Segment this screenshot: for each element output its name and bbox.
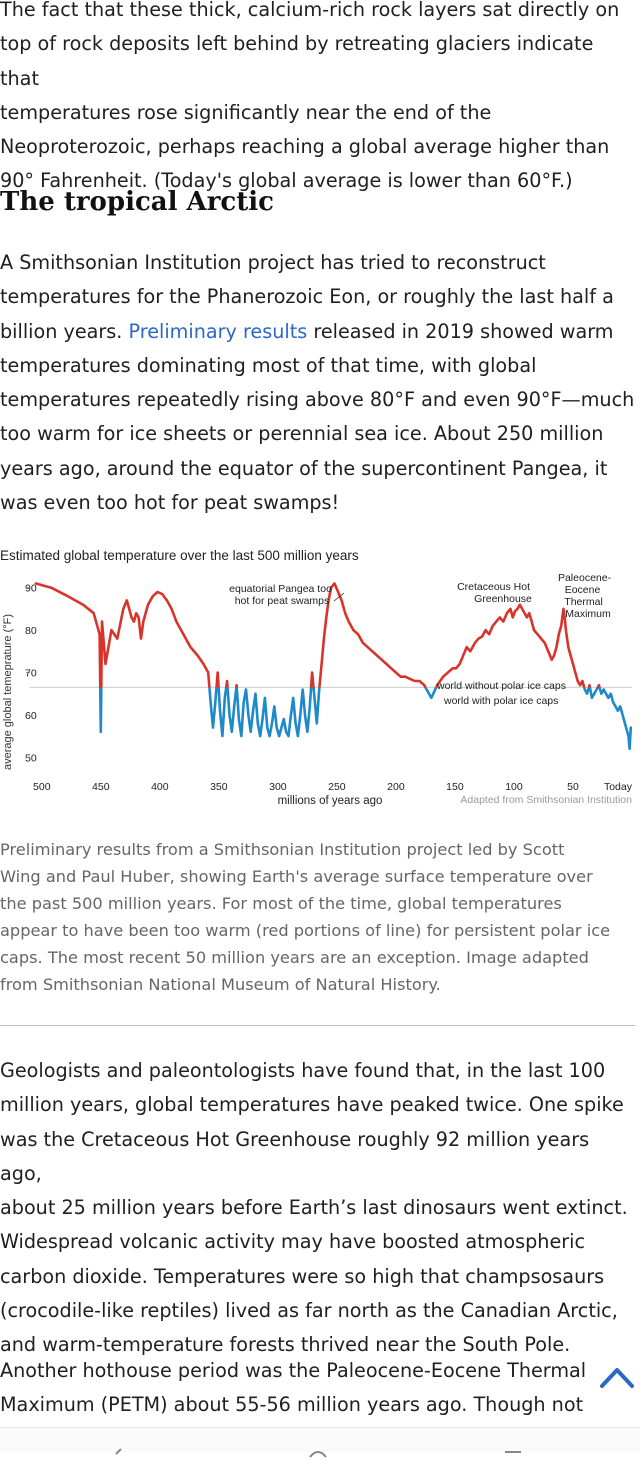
text-line: Widespread volcanic activity may have bo…	[0, 1230, 586, 1254]
preliminary-results-link[interactable]: Preliminary results	[128, 319, 308, 343]
intro-paragraph: The fact that these thick, calcium-rich …	[0, 0, 636, 199]
x-tick-label: 500	[33, 781, 51, 793]
y-tick-label: 60	[25, 710, 37, 722]
text-line: carbon dioxide. Temperatures were so hig…	[0, 1264, 605, 1288]
temperature-line	[34, 582, 633, 751]
text-line: (crocodile-like reptiles) lived as far n…	[0, 1299, 618, 1323]
text-line: temperatures for the Phanerozoic Eon, or…	[0, 285, 614, 309]
text-line: Geologists and paleontologists have foun…	[0, 1059, 606, 1082]
x-tick-label: Today	[604, 781, 633, 793]
text-line: and warm-temperature forests thrived nea…	[0, 1333, 571, 1357]
y-tick-label: 80	[25, 625, 37, 637]
text-span: billion years.	[0, 319, 129, 343]
text-line: years ago, around the equator of the sup…	[0, 456, 608, 480]
y-tick-label: 90	[25, 583, 37, 595]
y-tick-label: 50	[25, 752, 37, 764]
text-line: Another hothouse period was the Paleocen…	[0, 1359, 587, 1382]
back-icon	[115, 1448, 122, 1455]
x-tick-label: 400	[151, 781, 169, 793]
x-tick-label: 300	[269, 781, 287, 793]
pangea-pointer	[333, 592, 345, 602]
text-line: million years, global temperatures have …	[0, 1093, 624, 1117]
figure-caption: Preliminary results from a Smithsonian I…	[0, 836, 632, 998]
text-line: billion years. Preliminary results relea…	[0, 315, 636, 349]
x-tick-label: 450	[92, 781, 110, 793]
source-credit: Adapted from Smithsonian Institution	[460, 794, 632, 806]
text-line: was even too hot for peat swamps!	[0, 491, 340, 515]
recents-button[interactable]	[503, 1443, 523, 1462]
text-line: A Smithsonian Institution project has tr…	[0, 251, 546, 274]
recents-icon	[505, 1451, 521, 1453]
x-tick-label: 250	[328, 781, 346, 793]
scroll-to-top-button[interactable]	[594, 1356, 640, 1402]
x-tick-label: 150	[446, 781, 464, 793]
caption-line: Preliminary results from a Smithsonian I…	[0, 840, 565, 859]
caption-line: appear to have been too warm (red portio…	[0, 921, 611, 940]
caption-line: caps. The most recent 50 million years a…	[0, 948, 589, 967]
home-icon	[309, 1451, 327, 1458]
temperature-chart: Estimated global temperature over the la…	[0, 548, 633, 807]
back-button[interactable]	[112, 1443, 126, 1462]
caption-line: Wing and Paul Huber, showing Earth's ave…	[0, 867, 593, 886]
text-line: Neoproterozoic, perhaps reaching a globa…	[0, 135, 610, 159]
y-tick-label: 70	[25, 668, 37, 680]
x-tick-label: 100	[505, 781, 523, 793]
text-line: temperatures dominating most of that tim…	[0, 353, 537, 377]
home-button[interactable]	[308, 1443, 328, 1462]
threshold-below-label: world with polar ice caps	[443, 695, 558, 707]
text-line: about 25 million years before Earth’s la…	[0, 1196, 628, 1220]
x-axis-label: millions of years ago	[278, 795, 383, 807]
x-tick-label: 350	[210, 781, 228, 793]
x-tick-label: 200	[387, 781, 405, 793]
chevron-up-icon	[595, 1357, 639, 1401]
text-line: temperatures rose significantly near the…	[0, 100, 492, 124]
text-line: 90° Fahrenheit. (Today's global average …	[0, 169, 573, 193]
text-span: released in 2019 showed warm	[307, 319, 614, 343]
text-line: too warm for ice sheets or perennial sea…	[0, 422, 604, 446]
caption-line: the past 500 million years. For most of …	[0, 894, 562, 913]
text-line: temperatures repeatedly rising above 80°…	[0, 388, 635, 412]
text-line: The fact that these thick, calcium-rich …	[0, 0, 620, 21]
petm-annotation: Paleocene- Eocene Thermal Maximum	[558, 572, 614, 620]
body-paragraph-2: A Smithsonian Institution project has tr…	[0, 246, 636, 520]
threshold-above-label: world without polar ice caps	[436, 680, 566, 692]
system-navigation-bar	[0, 1427, 640, 1458]
cretaceous-annotation: Cretaceous Hot Greenhouse	[457, 581, 533, 605]
y-axis-label: average global temeprature (°F)	[2, 614, 14, 770]
section-heading: The tropical Arctic	[0, 187, 274, 217]
section-divider	[0, 1025, 635, 1026]
body-paragraph-3: Geologists and paleontologists have foun…	[0, 1054, 636, 1363]
chart-title: Estimated global temperature over the la…	[0, 548, 359, 563]
x-tick-label: 50	[567, 781, 579, 793]
text-line: top of rock deposits left behind by retr…	[0, 32, 594, 90]
text-line: was the Cretaceous Hot Greenhouse roughl…	[0, 1127, 590, 1185]
pangea-annotation: equatorial Pangea too hot for peat swamp…	[229, 583, 335, 607]
caption-line: from Smithsonian National Museum of Natu…	[0, 975, 441, 994]
